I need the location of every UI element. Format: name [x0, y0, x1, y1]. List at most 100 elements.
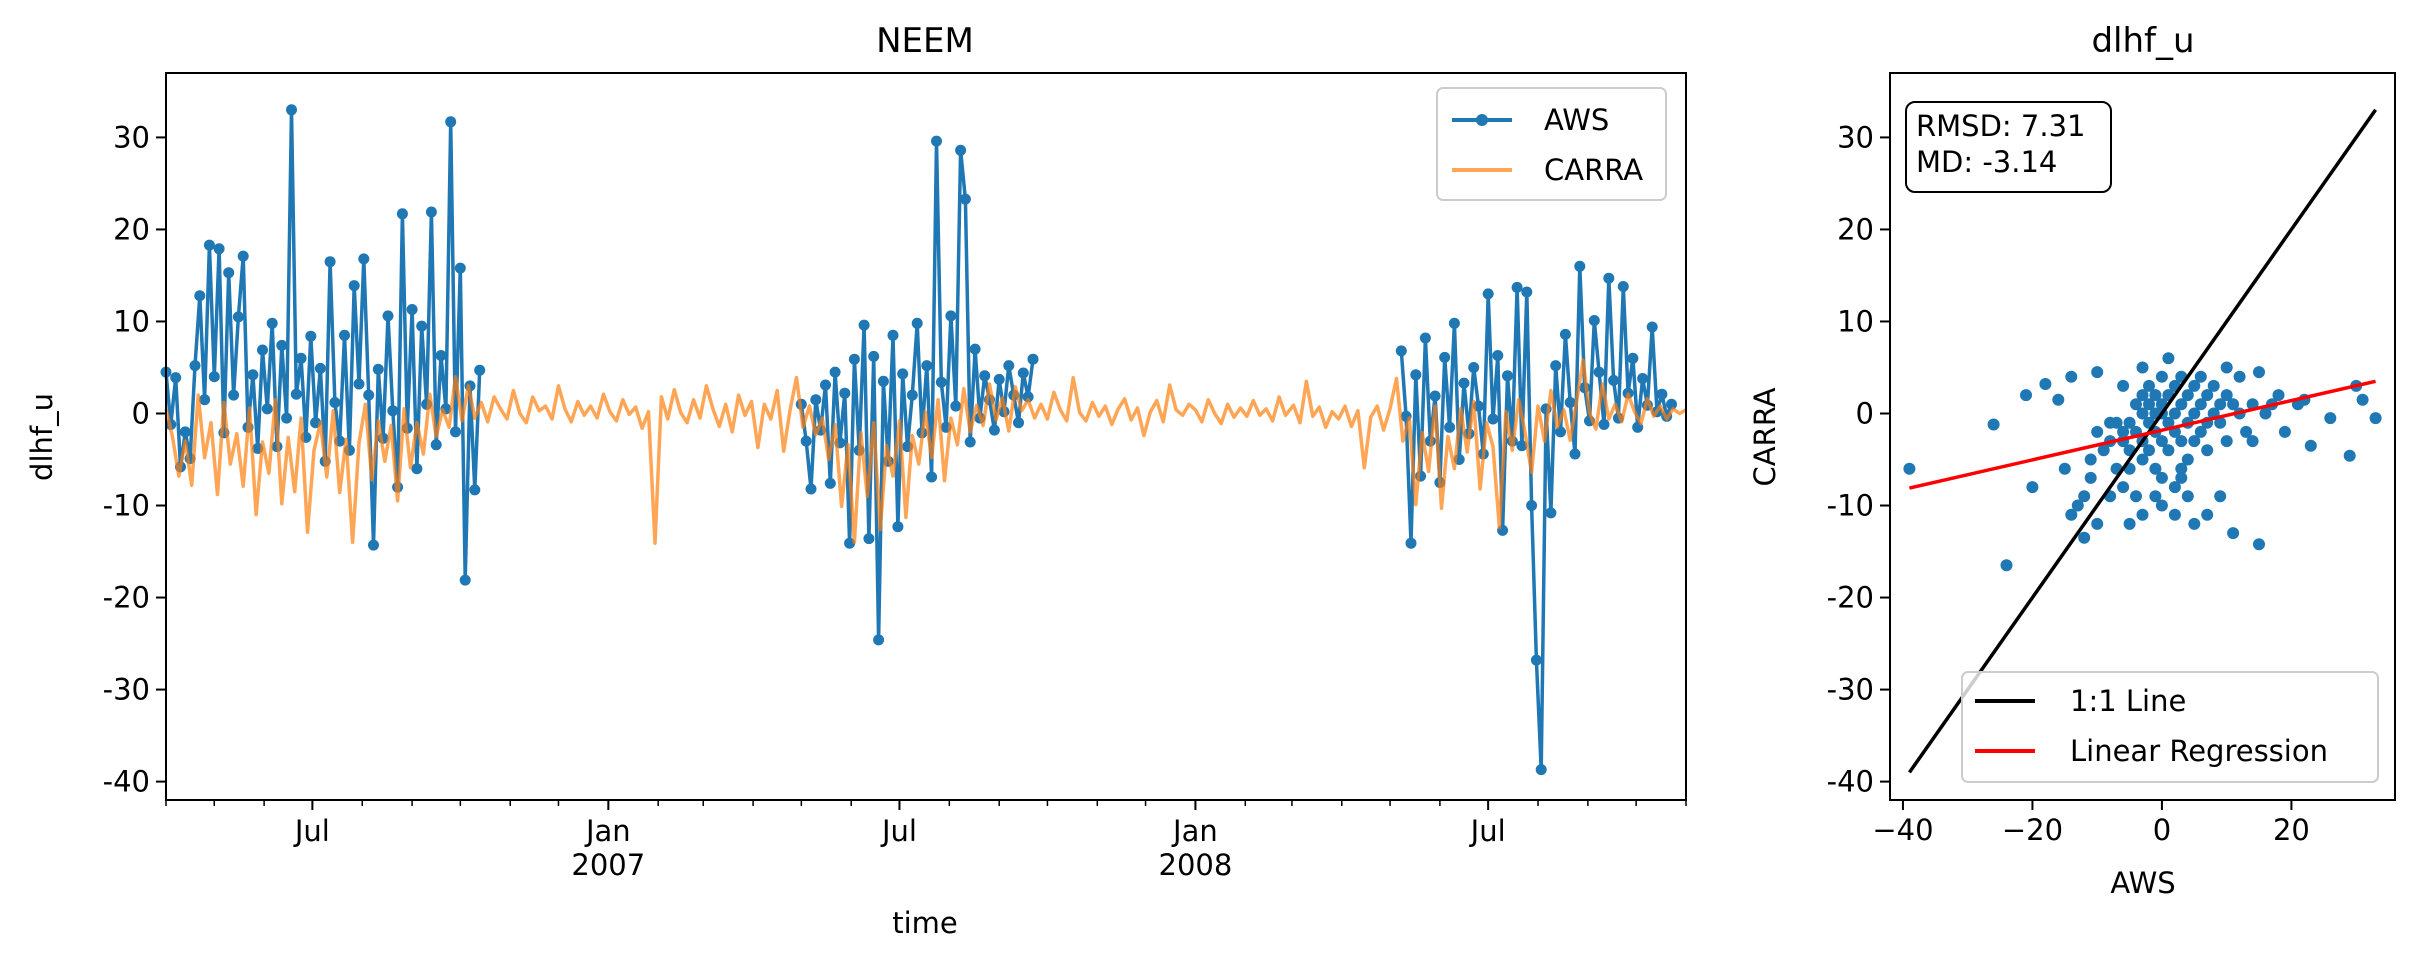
aws-point — [1564, 397, 1576, 408]
y-tick-label: -10 — [103, 489, 150, 523]
timeseries-xlabel: time — [892, 906, 958, 940]
aws-point — [1395, 345, 1407, 357]
aws-point — [1526, 500, 1538, 511]
aws-point — [955, 144, 967, 156]
x-tick-label: Jul — [880, 814, 917, 848]
aws-point — [1448, 317, 1460, 329]
aws-point — [1617, 281, 1629, 292]
scatter-point — [2091, 366, 2104, 379]
aws-point — [232, 311, 244, 323]
scatter-point — [2369, 412, 2382, 425]
scatter-point — [2058, 462, 2071, 475]
aws-point — [931, 135, 942, 147]
legend-aws-marker — [1476, 114, 1488, 126]
aws-point — [1588, 315, 1600, 326]
aws-point — [820, 379, 831, 391]
scatter-plot-area — [1903, 108, 2382, 774]
regression-line — [1909, 379, 2376, 490]
aws-point — [964, 436, 976, 448]
aws-point — [1608, 374, 1620, 386]
aws-point — [314, 362, 326, 374]
scatter-point — [2123, 416, 2136, 429]
aws-point — [396, 208, 408, 220]
aws-point — [1535, 764, 1547, 776]
legend-identity-label: 1:1 Line — [2070, 684, 2186, 718]
aws-point — [276, 339, 288, 351]
aws-point — [810, 394, 822, 406]
scatter-point — [2201, 389, 2214, 402]
y-tick-label: -40 — [103, 765, 150, 799]
timeseries-legend: AWS CARRA — [1436, 87, 1667, 201]
scatter-point — [2143, 444, 2155, 457]
scatter-point — [2168, 508, 2181, 521]
aws-point — [1550, 360, 1562, 372]
identity-line — [1907, 108, 2378, 774]
legend-regression-label: Linear Regression — [2070, 734, 2328, 768]
aws-point — [1502, 370, 1513, 382]
aws-point — [387, 405, 399, 417]
scatter-point — [2136, 407, 2149, 420]
aws-point — [454, 262, 466, 274]
x-tick-year-label: 2008 — [1159, 848, 1233, 882]
scatter-point — [2201, 508, 2214, 521]
scatter-point — [2078, 531, 2091, 544]
aws-point — [208, 371, 220, 383]
x-tick-label: Jul — [293, 814, 330, 848]
aws-point — [848, 353, 860, 365]
scatter-point — [2149, 490, 2162, 503]
x-tick-label: Jan — [584, 814, 631, 848]
aws-point — [950, 400, 962, 412]
aws-point — [416, 320, 428, 332]
scatter-point — [2253, 366, 2265, 379]
scatter-point — [2227, 527, 2240, 540]
aws-point — [969, 343, 981, 355]
aws-point — [926, 471, 938, 483]
scatter-title: dlhf_u — [2091, 21, 2194, 61]
scatter-point — [2207, 379, 2220, 392]
aws-point — [281, 412, 293, 424]
aws-point — [988, 424, 1000, 436]
aws-point — [1666, 398, 1677, 410]
aws-point — [1530, 654, 1542, 666]
scatter-point — [2175, 435, 2188, 448]
scatter-point — [2143, 379, 2155, 392]
scatter-point — [2065, 508, 2078, 521]
aws-point — [1439, 351, 1451, 363]
scatter-point — [2136, 453, 2149, 466]
scatter-point — [2123, 517, 2136, 530]
x-tick-label: 0 — [2153, 813, 2171, 847]
aws-point — [382, 310, 394, 322]
scatter-point — [2181, 389, 2194, 402]
scatter-point — [2272, 389, 2285, 402]
aws-point — [1487, 413, 1499, 425]
scatter-point — [2175, 398, 2188, 411]
aws-point — [897, 368, 909, 380]
aws-point — [1637, 373, 1649, 384]
aws-point — [858, 319, 870, 331]
scatter-point — [2136, 508, 2149, 521]
aws-point — [237, 250, 249, 262]
scatter-point — [2149, 389, 2162, 402]
y-tick-label: -20 — [1827, 581, 1874, 615]
y-tick-label: 30 — [1837, 120, 1874, 154]
scatter-point — [2143, 398, 2155, 411]
scatter-point — [2220, 389, 2233, 402]
y-tick-label: 10 — [1837, 304, 1874, 338]
aws-point — [286, 104, 297, 116]
aws-point — [1603, 272, 1615, 284]
scatter-point — [2162, 444, 2175, 457]
aws-point — [1017, 367, 1029, 379]
scatter-point — [1903, 462, 1916, 475]
scatter-point — [2130, 398, 2142, 411]
aws-point — [1410, 369, 1422, 381]
scatter-point — [2259, 407, 2272, 420]
scatter-point — [2214, 416, 2227, 429]
aws-point — [425, 206, 437, 218]
scatter-point — [2188, 435, 2201, 448]
scatter-point — [2227, 398, 2240, 411]
aws-point — [228, 389, 240, 401]
scatter-point — [1987, 418, 2000, 431]
aws-point — [1555, 426, 1566, 438]
aws-point — [290, 388, 302, 400]
scatter-legend: 1:1 Line Linear Regression — [1961, 671, 2379, 783]
